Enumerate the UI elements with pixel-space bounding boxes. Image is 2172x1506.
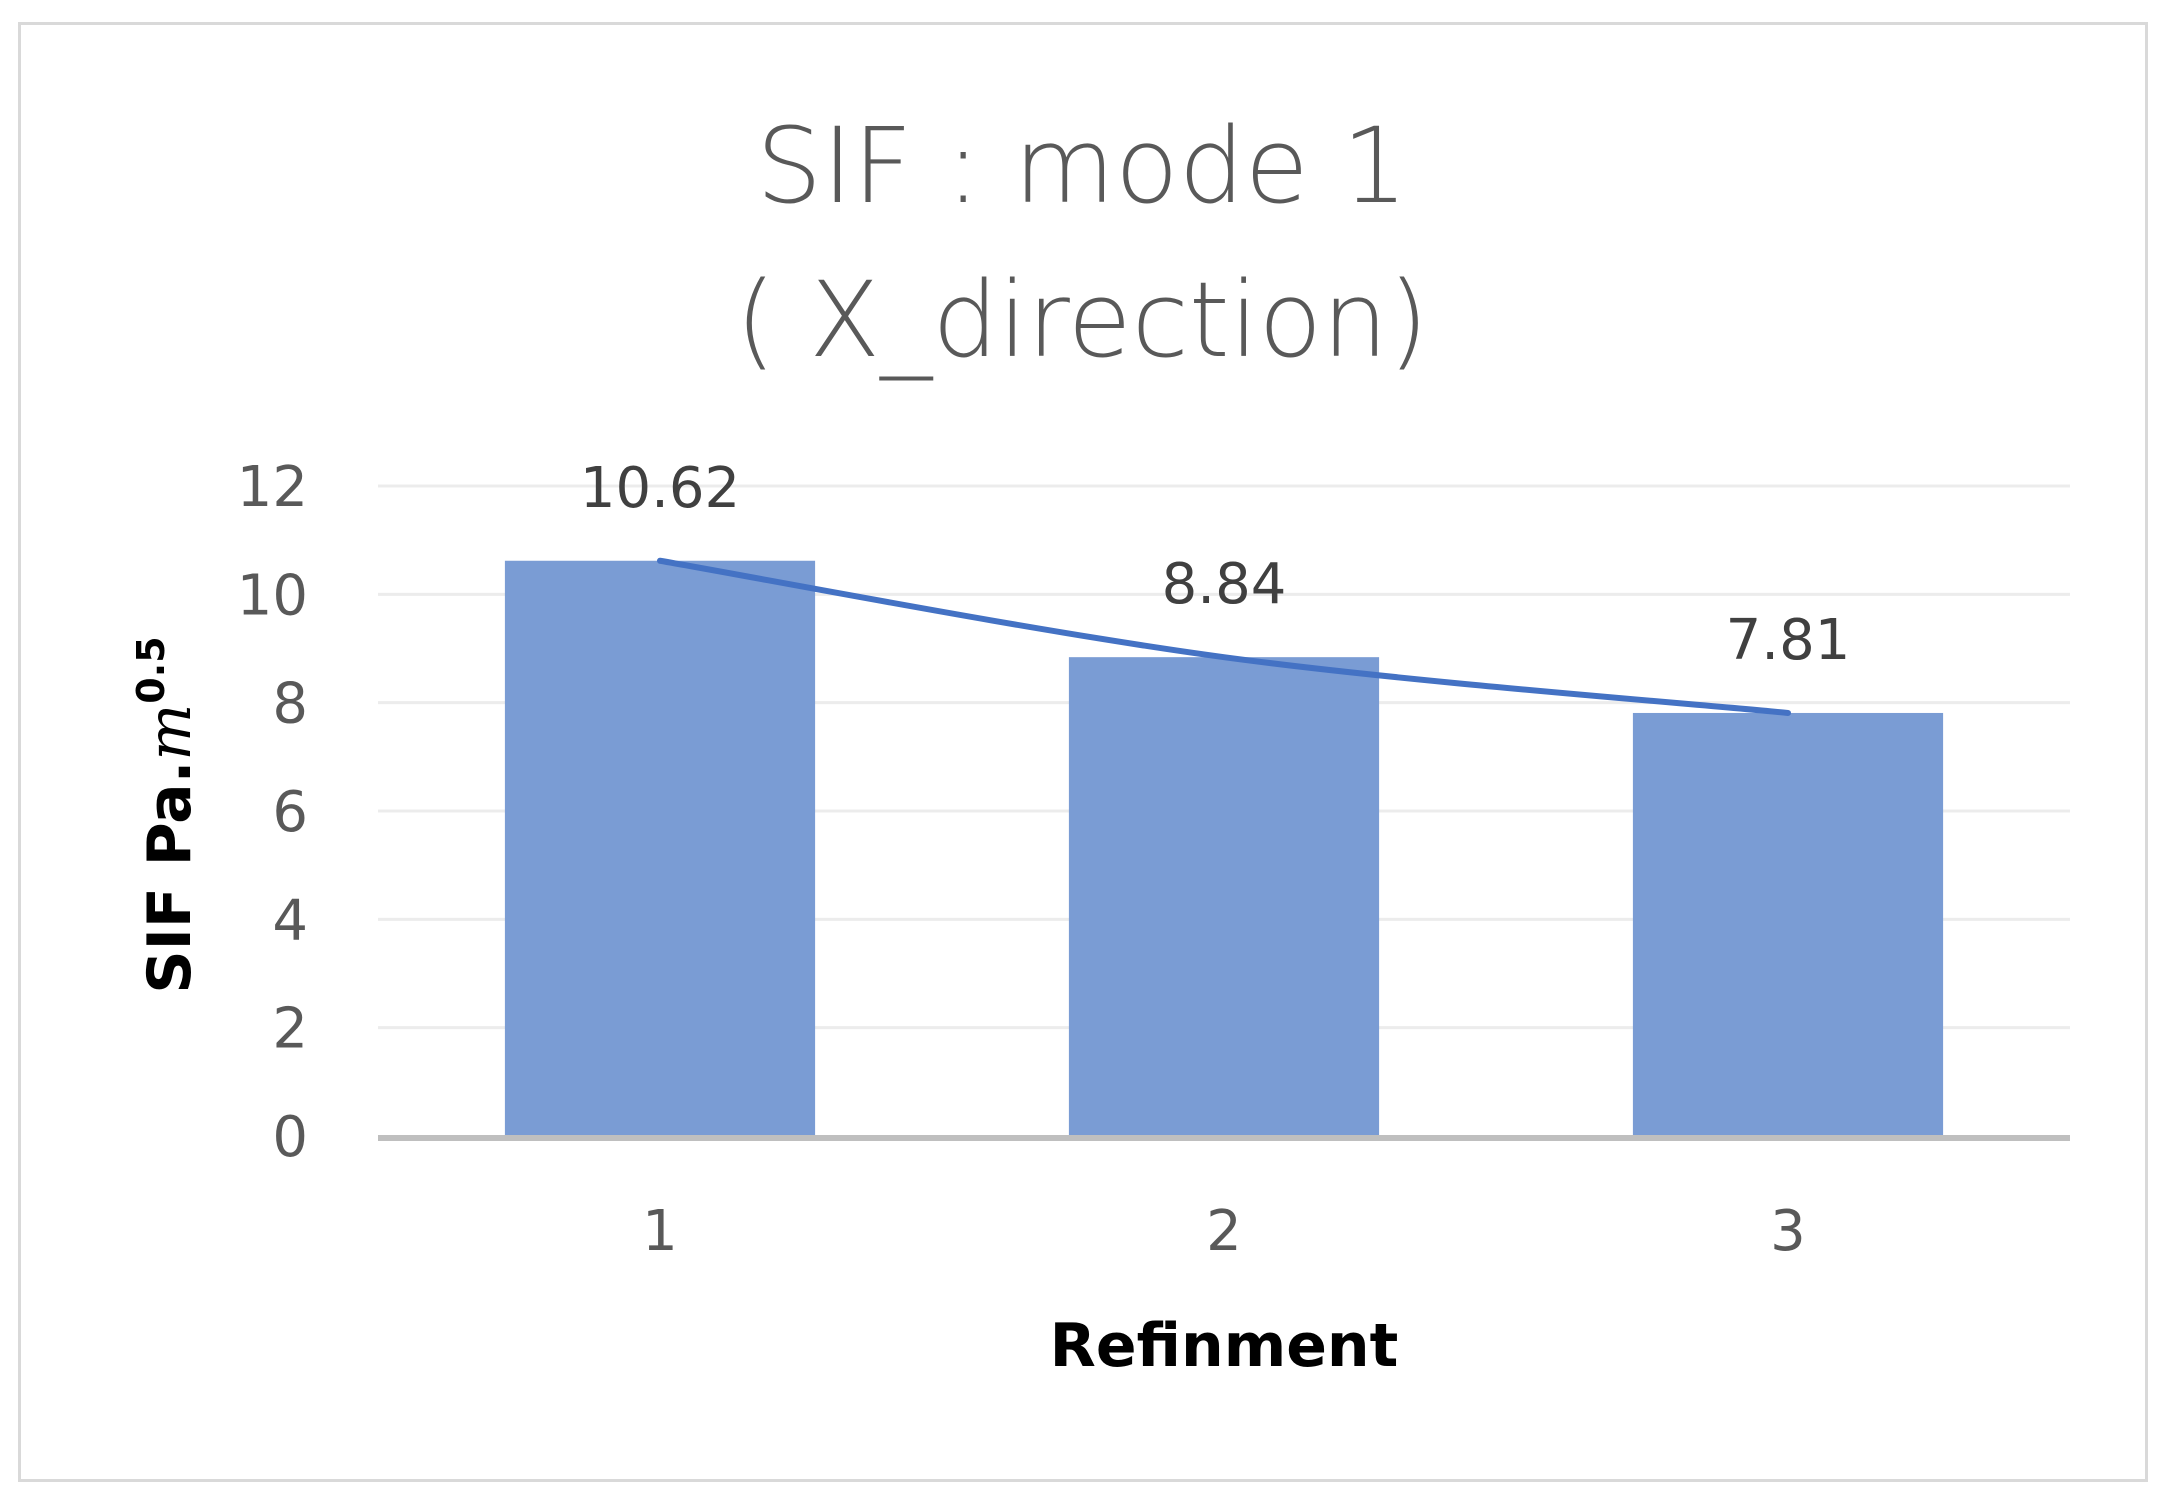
y-tick-label: 4 [272, 888, 308, 953]
y-tick-label: 2 [272, 997, 308, 1062]
bars [504, 560, 1944, 1136]
chart-title-line-1: SIF : mode 1 [756, 105, 1408, 227]
y-axis-title-unit: m [135, 704, 205, 761]
data-label: 7.81 [1726, 608, 1851, 673]
data-label: 10.62 [580, 456, 740, 521]
x-tick-label: 3 [1770, 1199, 1806, 1264]
y-tick-label: 12 [237, 455, 308, 520]
y-axis-title: SIF Pa.m0.5 [129, 636, 205, 993]
data-label: 8.84 [1162, 552, 1287, 617]
data-labels: 10.62 8.84 7.81 [580, 456, 1851, 673]
y-axis-title-main: SIF Pa. [135, 761, 205, 994]
y-tick-label: 10 [237, 563, 308, 628]
y-axis-ticks: 0 2 4 6 8 10 12 [237, 455, 308, 1170]
x-tick-label: 1 [642, 1199, 678, 1264]
trendline-group [657, 557, 1791, 716]
bar [1632, 712, 1944, 1136]
x-tick-label: 2 [1206, 1199, 1242, 1264]
bar [504, 560, 816, 1136]
y-tick-label: 6 [272, 780, 308, 845]
y-tick-label: 8 [272, 672, 308, 737]
chart-title: SIF : mode 1 ( X_direction) [735, 105, 1428, 381]
chart-title-line-2: ( X_direction) [735, 259, 1428, 381]
x-axis-ticks: 1 2 3 [642, 1199, 1806, 1264]
y-tick-label: 0 [272, 1105, 308, 1170]
y-axis-title-exponent: 0.5 [129, 636, 173, 703]
trendline [657, 557, 1791, 716]
bar [1068, 657, 1380, 1136]
x-axis-title: Refinment [1050, 1311, 1399, 1381]
